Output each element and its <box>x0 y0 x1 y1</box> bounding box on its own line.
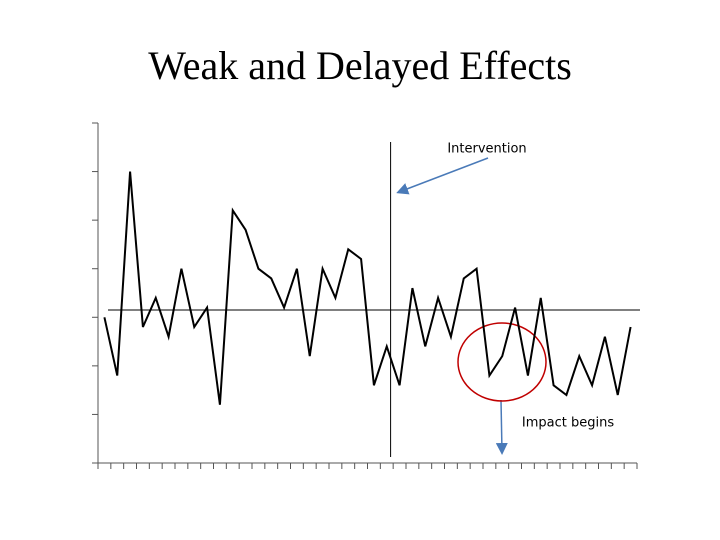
annotation: Impact begins <box>522 416 614 431</box>
chart-title: Weak and Delayed Effects <box>148 43 572 88</box>
annotation: Intervention <box>447 142 526 157</box>
data-line <box>103 171 632 405</box>
highlight-circle <box>457 322 547 402</box>
arrow <box>495 399 508 455</box>
arrow <box>396 157 489 195</box>
